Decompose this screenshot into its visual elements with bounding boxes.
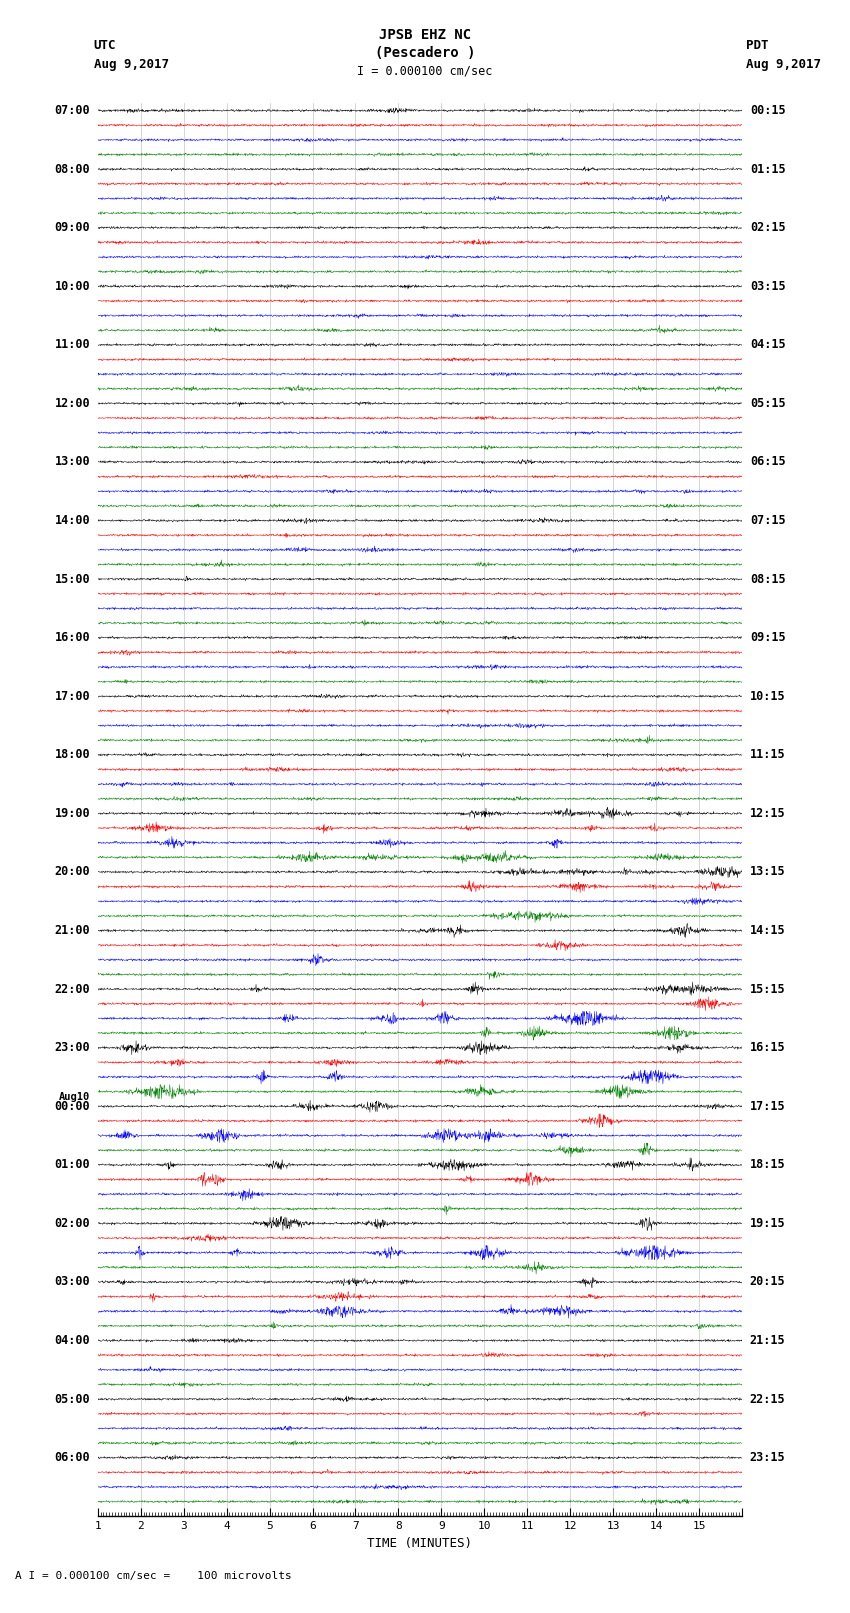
Text: 00:00: 00:00 [54,1100,90,1113]
Text: 19:15: 19:15 [750,1216,785,1229]
Text: 15:15: 15:15 [750,982,785,995]
Text: 20:15: 20:15 [750,1276,785,1289]
Text: 23:15: 23:15 [750,1452,785,1465]
Text: I = 0.000100 cm/sec: I = 0.000100 cm/sec [357,65,493,77]
Text: PDT: PDT [746,39,768,52]
Text: 04:00: 04:00 [54,1334,90,1347]
Text: UTC: UTC [94,39,116,52]
Text: Aug 9,2017: Aug 9,2017 [746,58,821,71]
Text: 09:15: 09:15 [750,631,785,644]
Text: 12:00: 12:00 [54,397,90,410]
Text: Aug 9,2017: Aug 9,2017 [94,58,168,71]
Text: 08:15: 08:15 [750,573,785,586]
Text: 07:00: 07:00 [54,105,90,118]
Text: Aug10: Aug10 [59,1092,90,1102]
Text: 06:00: 06:00 [54,1452,90,1465]
Text: JPSB EHZ NC: JPSB EHZ NC [379,27,471,42]
Text: 01:00: 01:00 [54,1158,90,1171]
Text: 16:00: 16:00 [54,631,90,644]
Text: 05:00: 05:00 [54,1392,90,1405]
Text: 14:00: 14:00 [54,515,90,527]
Text: 17:15: 17:15 [750,1100,785,1113]
Text: 10:15: 10:15 [750,690,785,703]
Text: 21:15: 21:15 [750,1334,785,1347]
Text: 06:15: 06:15 [750,455,785,468]
Text: 14:15: 14:15 [750,924,785,937]
Text: 11:15: 11:15 [750,748,785,761]
Text: (Pescadero ): (Pescadero ) [375,45,475,60]
Text: 16:15: 16:15 [750,1040,785,1055]
Text: A I = 0.000100 cm/sec =    100 microvolts: A I = 0.000100 cm/sec = 100 microvolts [15,1571,292,1581]
Text: 20:00: 20:00 [54,866,90,879]
Text: 10:00: 10:00 [54,279,90,294]
Text: 09:00: 09:00 [54,221,90,234]
Text: 11:00: 11:00 [54,339,90,352]
Text: 02:15: 02:15 [750,221,785,234]
Text: 15:00: 15:00 [54,573,90,586]
Text: 02:00: 02:00 [54,1216,90,1229]
Text: 23:00: 23:00 [54,1040,90,1055]
Text: 04:15: 04:15 [750,339,785,352]
Text: 13:00: 13:00 [54,455,90,468]
Text: 00:15: 00:15 [750,105,785,118]
Text: 07:15: 07:15 [750,515,785,527]
Text: 21:00: 21:00 [54,924,90,937]
Text: 22:15: 22:15 [750,1392,785,1405]
Text: 01:15: 01:15 [750,163,785,176]
Text: 22:00: 22:00 [54,982,90,995]
Text: 03:15: 03:15 [750,279,785,294]
Text: 12:15: 12:15 [750,806,785,819]
Text: 05:15: 05:15 [750,397,785,410]
Text: 08:00: 08:00 [54,163,90,176]
X-axis label: TIME (MINUTES): TIME (MINUTES) [367,1537,473,1550]
Text: 18:00: 18:00 [54,748,90,761]
Text: 19:00: 19:00 [54,806,90,819]
Text: 17:00: 17:00 [54,690,90,703]
Text: 18:15: 18:15 [750,1158,785,1171]
Text: 03:00: 03:00 [54,1276,90,1289]
Text: 13:15: 13:15 [750,866,785,879]
